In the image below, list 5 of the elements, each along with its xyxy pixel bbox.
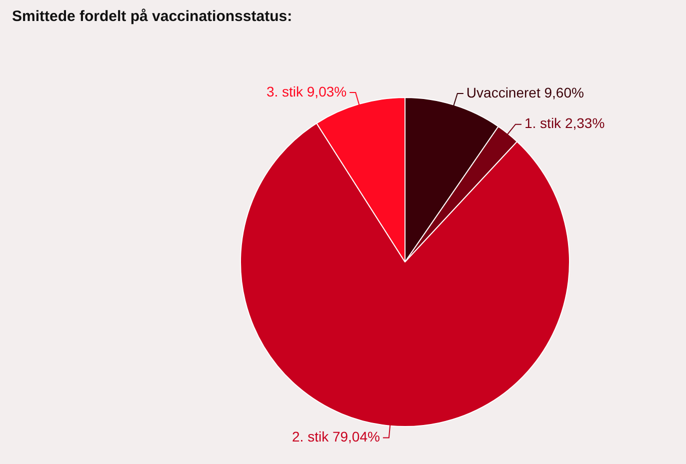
- chart-title: Smittede fordelt på vaccinationsstatus:: [12, 8, 292, 25]
- slice-label: Uvaccineret 9,60%: [466, 84, 584, 100]
- slice-label: 1. stik 2,33%: [524, 115, 605, 132]
- slice-label: 2. stik 79,04%: [292, 428, 380, 445]
- slice-label: 3. stik 9,03%: [266, 83, 347, 100]
